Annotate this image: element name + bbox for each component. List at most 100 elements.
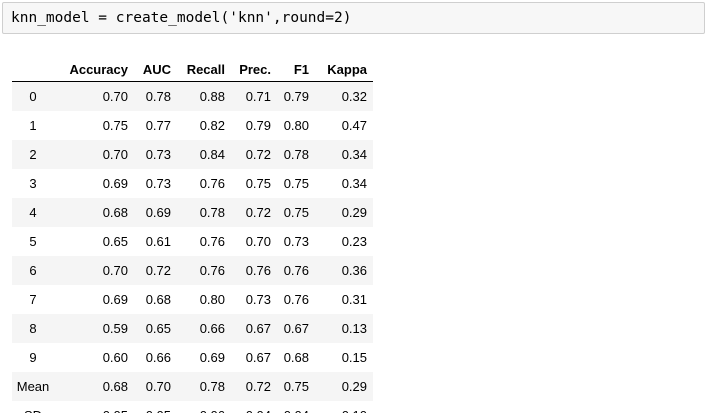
table-row: 8 0.59 0.65 0.66 0.67 0.67 0.13 <box>12 314 373 343</box>
row-index: 9 <box>29 350 37 365</box>
column-header-accuracy: Accuracy <box>69 62 128 77</box>
row-index: SD <box>12 401 54 413</box>
table-cell: 0.70 <box>102 89 128 104</box>
table-cell: 0.13 <box>341 321 367 336</box>
table-cell: 0.66 <box>145 350 171 365</box>
output-area: Accuracy AUC Recall Prec. F1 Kappa 0 0.70… <box>12 58 373 413</box>
table-row: 7 0.69 0.68 0.80 0.73 0.76 0.31 <box>12 285 373 314</box>
table-cell: 0.59 <box>102 321 128 336</box>
table-cell: 0.32 <box>341 89 367 104</box>
column-header-kappa: Kappa <box>327 62 367 77</box>
table-cell: 0.68 <box>283 350 309 365</box>
table-cell: 0.15 <box>341 350 367 365</box>
row-index: 4 <box>29 205 37 220</box>
table-cell: 0.69 <box>102 292 128 307</box>
table-cell: 0.70 <box>145 379 171 394</box>
table-cell: 0.60 <box>102 350 128 365</box>
table-cell: 0.76 <box>199 176 225 191</box>
table-row: 3 0.69 0.73 0.76 0.75 0.75 0.34 <box>12 169 373 198</box>
table-cell: 0.29 <box>341 379 367 394</box>
table-row: SD0.050.050.060.040.040.10 <box>12 401 373 413</box>
table-cell: 0.76 <box>199 263 225 278</box>
table-cell: 0.75 <box>283 205 309 220</box>
table-cell: 0.70 <box>102 263 128 278</box>
table-cell: 0.75 <box>283 176 309 191</box>
row-index: 2 <box>29 147 37 162</box>
table-cell: 0.69 <box>145 205 171 220</box>
table-body: 0 0.70 0.78 0.88 0.71 0.79 0.32 1 0.75 0.77 0.82 0.… <box>12 81 373 413</box>
index-header <box>12 58 54 82</box>
table-cell: 0.69 <box>102 176 128 191</box>
table-cell: 0.47 <box>341 118 367 133</box>
row-index: 1 <box>29 118 37 133</box>
table-cell: 0.76 <box>283 292 309 307</box>
table-cell: 0.04 <box>225 401 271 413</box>
column-header-recall: Recall <box>186 62 225 77</box>
table-header-row: Accuracy AUC Recall Prec. F1 Kappa <box>12 58 373 82</box>
table-cell: 0.73 <box>145 176 171 191</box>
table-cell: 0.23 <box>341 234 367 249</box>
row-index: 6 <box>29 263 37 278</box>
table-cell: 0.79 <box>245 118 271 133</box>
table-cell: 0.34 <box>341 176 367 191</box>
table-cell: 0.65 <box>102 234 128 249</box>
row-index: 5 <box>29 234 37 249</box>
table-cell: 0.34 <box>341 147 367 162</box>
table-cell: 0.05 <box>54 401 128 413</box>
table-row: 6 0.70 0.72 0.76 0.76 0.76 0.36 <box>12 256 373 285</box>
table-cell: 0.73 <box>245 292 271 307</box>
table-cell: 0.75 <box>283 379 309 394</box>
table-row: 1 0.75 0.77 0.82 0.79 0.80 0.47 <box>12 111 373 140</box>
table-cell: 0.72 <box>245 205 271 220</box>
column-header-precision: Prec. <box>239 62 271 77</box>
table-cell: 0.78 <box>145 89 171 104</box>
table-cell: 0.77 <box>145 118 171 133</box>
row-index: Mean <box>16 379 50 394</box>
table-cell: 0.06 <box>171 401 225 413</box>
table-cell: 0.70 <box>245 234 271 249</box>
table-cell: 0.76 <box>199 234 225 249</box>
table-cell: 0.72 <box>145 263 171 278</box>
table-cell: 0.05 <box>128 401 171 413</box>
table-cell: 0.68 <box>102 379 128 394</box>
results-table: Accuracy AUC Recall Prec. F1 Kappa 0 0.70… <box>12 58 373 413</box>
table-cell: 0.75 <box>245 176 271 191</box>
table-cell: 0.61 <box>145 234 171 249</box>
table-cell: 0.69 <box>199 350 225 365</box>
column-header-auc: AUC <box>142 62 171 77</box>
table-cell: 0.84 <box>199 147 225 162</box>
table-row: 4 0.68 0.69 0.78 0.72 0.75 0.29 <box>12 198 373 227</box>
table-cell: 0.79 <box>283 89 309 104</box>
table-cell: 0.80 <box>199 292 225 307</box>
table-cell: 0.70 <box>102 147 128 162</box>
table-cell: 0.88 <box>199 89 225 104</box>
table-cell: 0.76 <box>283 263 309 278</box>
table-cell: 0.66 <box>199 321 225 336</box>
row-index: 7 <box>29 292 37 307</box>
table-cell: 0.10 <box>309 401 373 413</box>
table-cell: 0.73 <box>145 147 171 162</box>
table-cell: 0.67 <box>245 350 271 365</box>
table-cell: 0.72 <box>245 379 271 394</box>
table-cell: 0.73 <box>283 234 309 249</box>
table-row: 0 0.70 0.78 0.88 0.71 0.79 0.32 <box>12 81 373 111</box>
code-input-cell[interactable]: knn_model = create_model('knn',round=2) <box>2 2 705 34</box>
table-cell: 0.72 <box>245 147 271 162</box>
table-cell: 0.68 <box>145 292 171 307</box>
table-cell: 0.76 <box>245 263 271 278</box>
row-index: 8 <box>29 321 37 336</box>
table-cell: 0.75 <box>102 118 128 133</box>
row-index: 3 <box>29 176 37 191</box>
table-cell: 0.29 <box>341 205 367 220</box>
table-cell: 0.82 <box>199 118 225 133</box>
table-row: 9 0.60 0.66 0.69 0.67 0.68 0.15 <box>12 343 373 372</box>
table-cell: 0.78 <box>199 379 225 394</box>
table-cell: 0.71 <box>245 89 271 104</box>
table-cell: 0.67 <box>283 321 309 336</box>
table-cell: 0.80 <box>283 118 309 133</box>
table-cell: 0.36 <box>341 263 367 278</box>
table-cell: 0.04 <box>271 401 309 413</box>
table-cell: 0.31 <box>341 292 367 307</box>
row-index: 0 <box>29 89 37 104</box>
